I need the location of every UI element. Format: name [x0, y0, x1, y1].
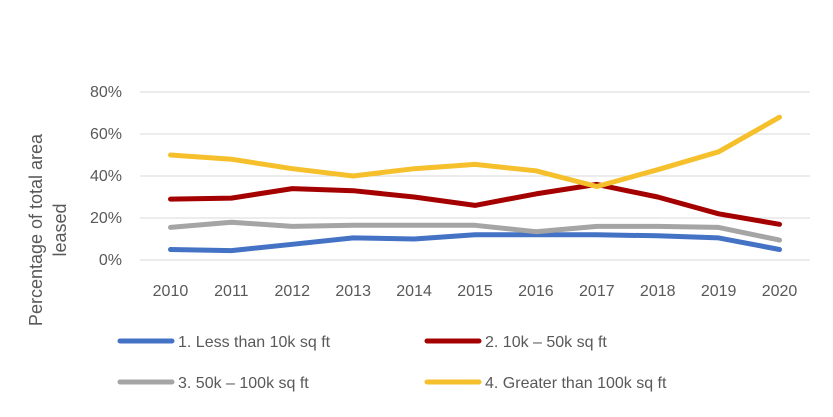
y-axis-title-line: Percentage of total area: [26, 133, 46, 326]
gridlines: [140, 91, 810, 261]
x-tick-label: 2012: [274, 283, 310, 300]
x-tick-labels: 2010 2011 2012 2013 2014 2015 2016 2017 2018 2019…: [153, 283, 798, 300]
y-tick-label: 20%: [90, 210, 122, 227]
legend: 1. Less than 10k sq ft 2. 10k – 50k sq ft…: [117, 334, 667, 392]
x-tick-label: 2010: [153, 283, 189, 300]
x-tick-label: 2013: [335, 283, 371, 300]
x-tick-label: 2011: [214, 283, 249, 300]
series-line: [168, 232, 782, 254]
y-axis-title: Percentage of total area leased: [26, 133, 70, 326]
x-tick-label: 2018: [640, 283, 676, 300]
x-tick-label: 2017: [579, 283, 615, 300]
legend-item: 2. 10k – 50k sq ft: [424, 334, 607, 351]
series-line: [168, 114, 782, 189]
series-line: [168, 181, 782, 227]
y-tick-labels: 0% 20% 40% 60% 80%: [90, 84, 122, 269]
y-tick-label: 80%: [90, 84, 122, 101]
legend-label: 4. Greater than 100k sq ft: [485, 375, 667, 392]
series-lines: [168, 114, 782, 254]
y-tick-label: 0%: [99, 252, 122, 269]
legend-label: 2. 10k – 50k sq ft: [485, 334, 607, 351]
legend-item: 4. Greater than 100k sq ft: [424, 375, 667, 392]
x-tick-label: 2019: [701, 283, 737, 300]
x-tick-label: 2014: [396, 283, 432, 300]
legend-item: 1. Less than 10k sq ft: [117, 334, 331, 351]
legend-item: 3. 50k – 100k sq ft: [117, 375, 309, 392]
x-tick-label: 2020: [762, 283, 798, 300]
x-tick-label: 2016: [518, 283, 554, 300]
x-tick-label: 2015: [457, 283, 493, 300]
series-line: [168, 219, 782, 243]
legend-label: 3. 50k – 100k sq ft: [178, 375, 309, 392]
y-tick-label: 40%: [90, 168, 122, 185]
y-tick-label: 60%: [90, 126, 122, 143]
legend-label: 1. Less than 10k sq ft: [178, 334, 331, 351]
y-axis-title-line: leased: [50, 203, 70, 256]
